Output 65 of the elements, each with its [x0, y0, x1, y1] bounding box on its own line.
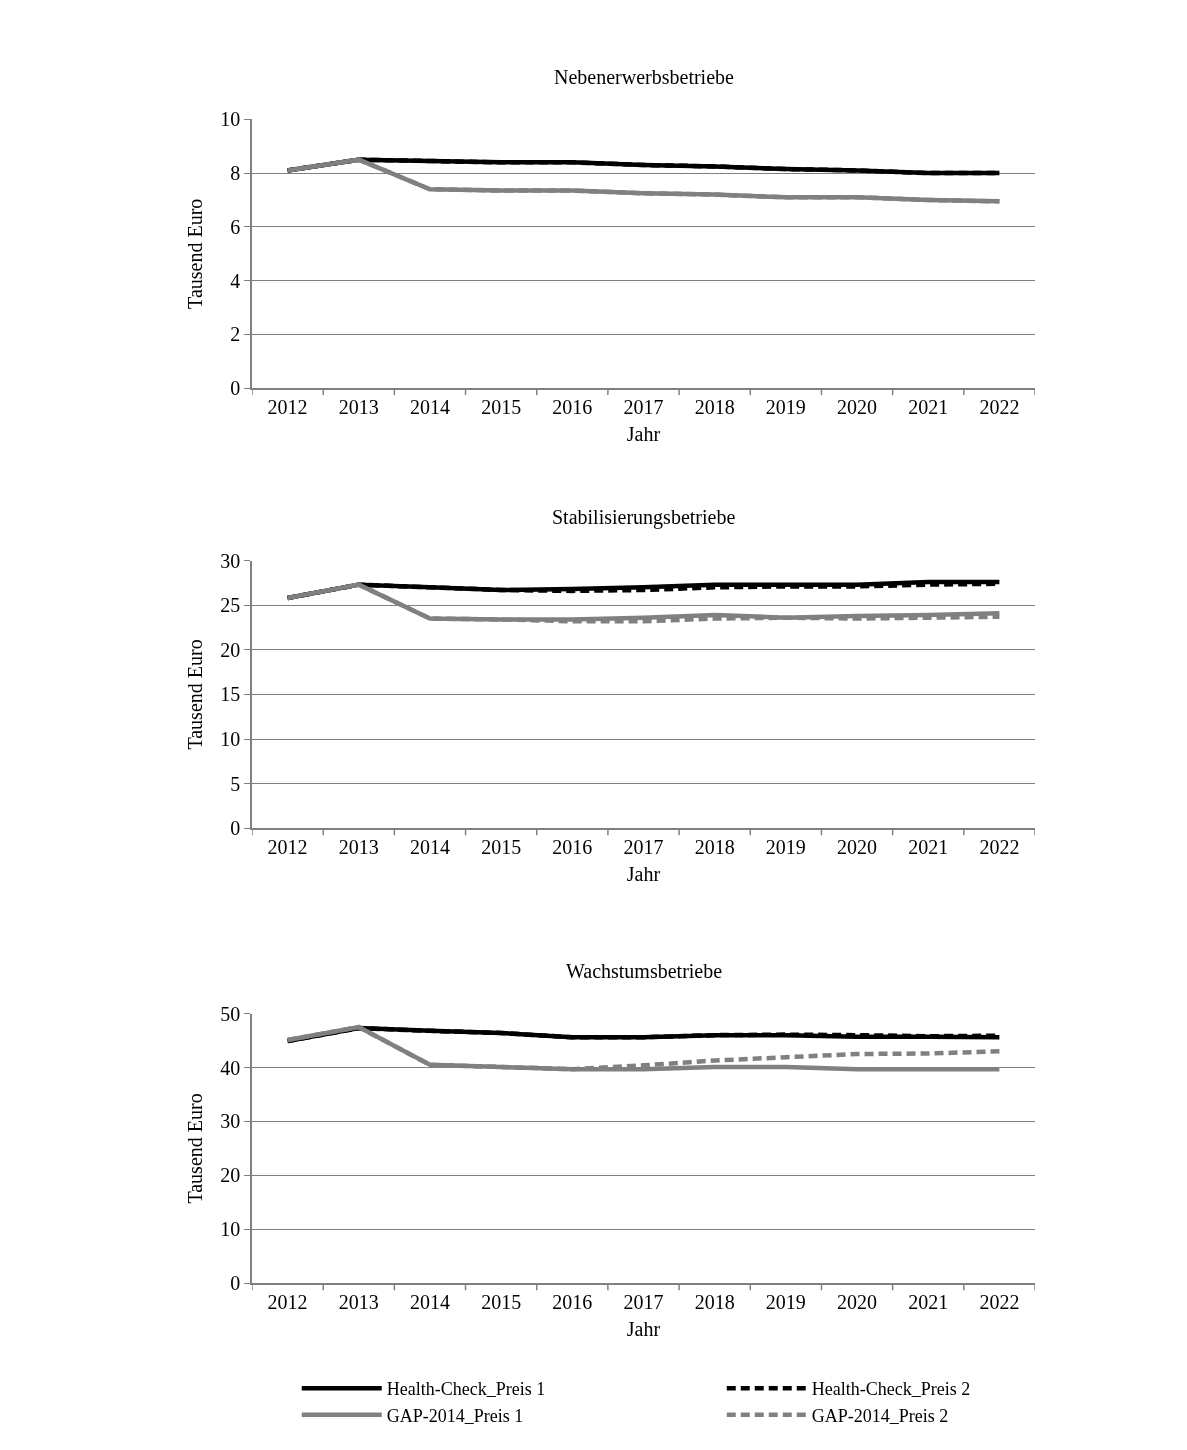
y-axis-title: Tausend Euro	[184, 1093, 207, 1204]
x-tick-label: 2020	[837, 836, 878, 859]
y-tick-label: 4	[230, 269, 241, 292]
x-tick-label: 2015	[481, 395, 522, 418]
y-tick-label: 40	[220, 1056, 241, 1079]
y-tick-label: 6	[230, 215, 241, 238]
y-tick-label: 0	[230, 377, 241, 400]
y-tick-label: 10	[220, 108, 241, 131]
x-tick-label: 2020	[837, 1291, 878, 1314]
y-axis-title: Tausend Euro	[184, 198, 207, 309]
x-tick-label: 2017	[623, 395, 664, 418]
x-tick-label: 2016	[552, 836, 593, 859]
y-axis-title: Tausend Euro	[184, 639, 207, 750]
x-tick-label: 2013	[338, 1291, 379, 1314]
x-tick-label: 2014	[409, 836, 450, 859]
y-tick-label: 30	[220, 1110, 241, 1133]
x-axis-title: Jahr	[626, 422, 661, 445]
x-tick-label: 2015	[481, 836, 522, 859]
x-axis-title: Jahr	[626, 1318, 661, 1341]
legend-label: GAP-2014_Preis 2	[811, 1405, 949, 1426]
chart-title: Nebenerwerbsbetriebe	[554, 66, 735, 88]
y-tick-label: 8	[230, 162, 241, 185]
x-tick-label: 2020	[837, 395, 878, 418]
x-tick-label: 2013	[338, 836, 379, 859]
y-tick-label: 20	[220, 1164, 241, 1187]
y-tick-label: 0	[230, 1272, 241, 1295]
x-tick-label: 2019	[765, 1291, 806, 1314]
y-tick-label: 50	[220, 1002, 241, 1025]
y-tick-label: 30	[220, 549, 241, 572]
x-tick-label: 2022	[979, 836, 1020, 859]
x-tick-label: 2018	[694, 836, 735, 859]
y-tick-label: 15	[220, 683, 241, 706]
y-tick-label: 2	[230, 323, 241, 346]
legend-label: Health-Check_Preis 1	[386, 1379, 546, 1400]
x-tick-label: 2016	[552, 1291, 593, 1314]
y-tick-label: 20	[220, 638, 241, 661]
x-tick-label: 2017	[623, 1291, 664, 1314]
x-tick-label: 2016	[552, 395, 593, 418]
x-tick-label: 2014	[409, 1291, 450, 1314]
x-tick-label: 2019	[765, 836, 806, 859]
x-tick-label: 2021	[908, 1291, 949, 1314]
x-tick-label: 2018	[694, 1291, 735, 1314]
x-tick-label: 2019	[765, 395, 806, 418]
x-tick-label: 2015	[481, 1291, 522, 1314]
chart-title: Wachstumsbetriebe	[566, 960, 723, 982]
x-axis-title: Jahr	[626, 863, 661, 886]
x-tick-label: 2013	[338, 395, 379, 418]
x-tick-label: 2012	[267, 836, 308, 859]
legend-label: Health-Check_Preis 2	[811, 1379, 971, 1400]
x-tick-label: 2012	[267, 395, 308, 418]
x-tick-label: 2021	[908, 395, 949, 418]
x-tick-label: 2022	[979, 395, 1020, 418]
x-tick-label: 2021	[908, 836, 949, 859]
y-tick-label: 10	[220, 728, 241, 751]
x-tick-label: 2018	[694, 395, 735, 418]
y-tick-label: 25	[220, 594, 241, 617]
x-tick-label: 2017	[623, 836, 664, 859]
y-tick-label: 0	[230, 817, 241, 840]
y-tick-label: 5	[230, 772, 241, 795]
y-tick-label: 10	[220, 1218, 241, 1241]
x-tick-label: 2022	[979, 1291, 1020, 1314]
x-tick-label: 2012	[267, 1291, 308, 1314]
x-tick-label: 2014	[409, 395, 450, 418]
legend-label: GAP-2014_Preis 1	[386, 1405, 524, 1426]
chart-title: Stabilisierungsbetriebe	[552, 506, 736, 529]
